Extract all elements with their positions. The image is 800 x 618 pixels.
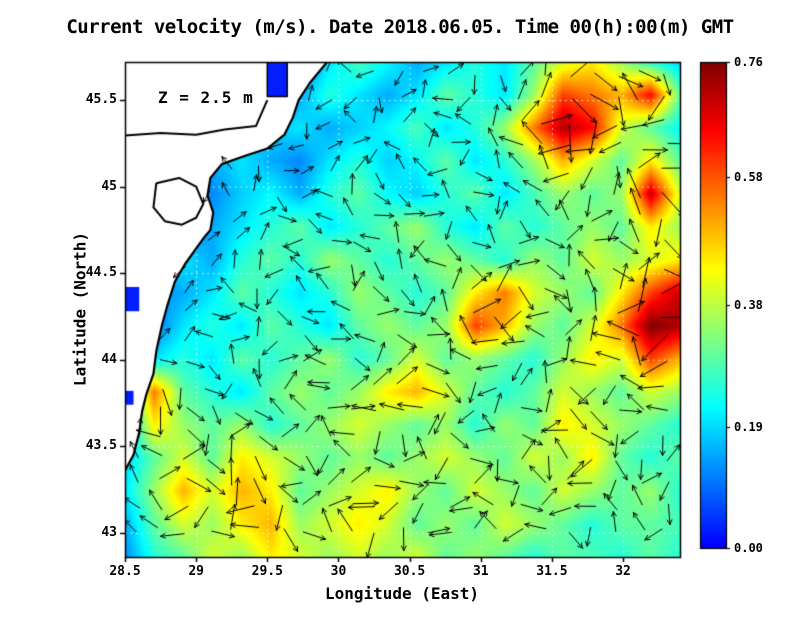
x-tick-label: 30 — [330, 564, 347, 579]
depth-annotation: Z = 2.5 m — [158, 88, 254, 107]
y-tick-label: 44.5 — [85, 265, 117, 281]
x-tick-label: 29.5 — [251, 564, 283, 579]
colorbar-tick-label: 0.19 — [734, 419, 763, 434]
figure-title: Current velocity (m/s). Date 2018.06.05.… — [66, 16, 734, 38]
x-tick-label: 29 — [188, 564, 204, 579]
x-tick-label: 31.5 — [536, 564, 568, 579]
y-tick-label: 43 — [101, 524, 117, 540]
colorbar-tick-label: 0.76 — [734, 55, 763, 69]
x-tick-label: 28.5 — [109, 564, 141, 579]
y-tick-label: 45 — [101, 178, 117, 194]
colorbar-tick-label: 0.38 — [734, 298, 763, 312]
colorbar-tick-label: 0.58 — [734, 170, 763, 185]
x-tick-label: 31 — [472, 564, 489, 579]
y-tick-label: 44 — [101, 351, 117, 367]
x-axis-label: Longitude (East) — [324, 584, 480, 603]
x-tick-label: 30.5 — [393, 564, 426, 579]
x-tick-label: 32 — [615, 564, 631, 579]
y-tick-label: 45.5 — [85, 92, 117, 108]
y-tick-label: 43.5 — [85, 438, 117, 454]
colorbar-tick-label: 0.00 — [734, 541, 763, 555]
